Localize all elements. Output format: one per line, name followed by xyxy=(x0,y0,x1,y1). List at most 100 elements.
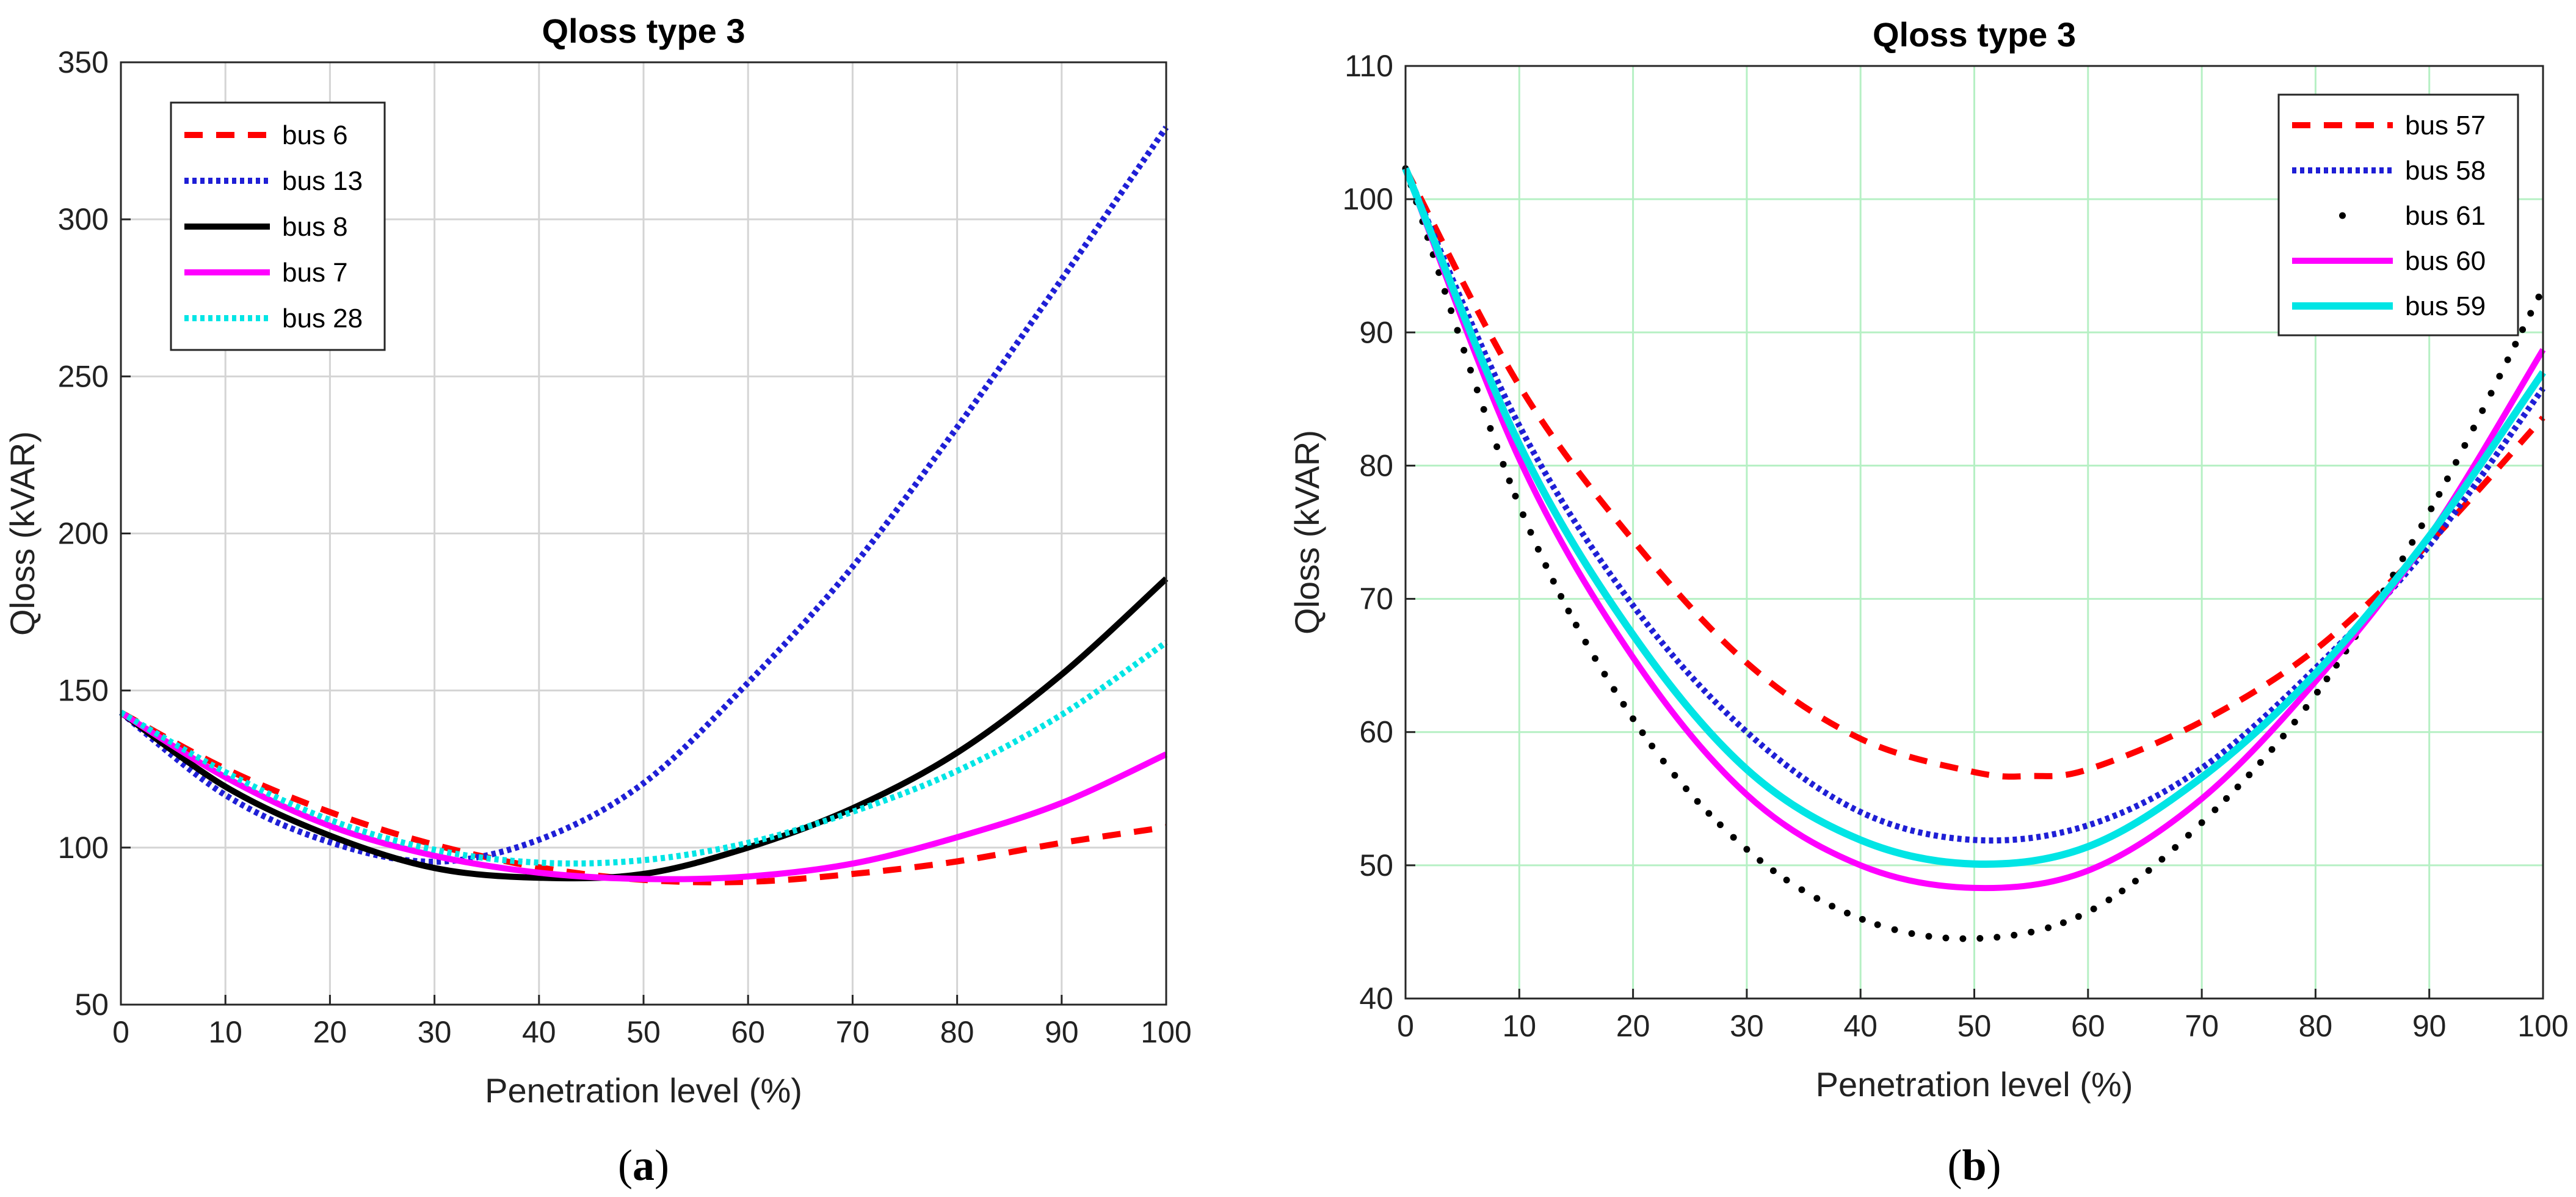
legend-item: bus 13 xyxy=(184,166,363,196)
series-point xyxy=(1473,386,1481,393)
series-point xyxy=(1572,622,1580,629)
panel-caption: (b) xyxy=(1947,1141,2001,1190)
series-line-bus-13 xyxy=(118,125,1169,865)
series-line-bus-59 xyxy=(1402,167,2546,868)
x-tick-label: 0 xyxy=(112,1015,129,1049)
legend-label: bus 7 xyxy=(282,258,348,288)
series-point xyxy=(1565,607,1572,614)
y-tick-label: 80 xyxy=(1359,448,1393,482)
y-tick-label: 40 xyxy=(1359,981,1393,1016)
series-point xyxy=(1542,562,1550,569)
legend-item: bus 8 xyxy=(184,212,348,242)
series-point xyxy=(2045,924,2052,931)
series-point xyxy=(2280,732,2287,740)
series-line-bus-57 xyxy=(1402,167,2545,780)
series-point xyxy=(1976,934,1984,942)
series-point xyxy=(2075,913,2082,920)
series-point xyxy=(1829,903,1836,910)
x-tick-label: 70 xyxy=(836,1015,870,1049)
legend-label: bus 57 xyxy=(2405,111,2486,140)
x-tick-label: 50 xyxy=(626,1015,661,1049)
series-point xyxy=(1694,798,1701,805)
legend-box xyxy=(2277,93,2519,337)
series-point xyxy=(2198,819,2205,826)
x-tick-label: 70 xyxy=(2185,1009,2219,1043)
legend-item: bus 61 xyxy=(2339,201,2486,231)
series-point xyxy=(2011,931,2018,939)
x-tick-label: 0 xyxy=(1397,1009,1414,1043)
series-point xyxy=(2268,746,2276,753)
series-point xyxy=(1798,886,1805,893)
series-point xyxy=(1460,346,1468,354)
series-point xyxy=(1639,729,1646,737)
series-line-bus-7 xyxy=(119,710,1168,882)
legend: bus 6 bus 13 bus 8 bus 7 bus 28 xyxy=(170,101,386,351)
y-tick-label: 50 xyxy=(74,988,109,1022)
series-point xyxy=(2461,442,2469,449)
series-point xyxy=(1630,715,1637,722)
series-point xyxy=(1527,529,1534,536)
caption-letter: b xyxy=(1962,1141,1986,1190)
x-tick-label: 90 xyxy=(1045,1015,1079,1049)
ticks: 0 10 20 30 40 50 60 70 80 90 100 50 100 150 200 250 300 3… xyxy=(58,45,1192,1049)
chart-title: Qloss type 3 xyxy=(542,12,745,50)
series-line-bus-58 xyxy=(1402,167,2546,844)
series-point xyxy=(2234,783,2241,790)
y-tick-label: 70 xyxy=(1359,582,1393,616)
x-axis-label: Penetration level (%) xyxy=(1816,1065,2133,1104)
series-point xyxy=(2496,373,2503,380)
y-tick-label: 100 xyxy=(58,831,109,865)
x-tick-label: 100 xyxy=(1141,1015,1191,1049)
x-tick-label: 20 xyxy=(313,1015,347,1049)
series-point xyxy=(2222,795,2230,802)
legend-label: bus 58 xyxy=(2405,156,2486,186)
caption-open: ( xyxy=(1947,1141,1962,1190)
series-group xyxy=(1402,165,2546,942)
series-point xyxy=(2428,505,2435,512)
series-point xyxy=(2452,459,2459,466)
series-point xyxy=(1743,846,1751,853)
legend-label: bus 59 xyxy=(2405,291,2486,321)
series-point xyxy=(1534,545,1542,553)
series-point xyxy=(2105,897,2113,904)
series-point xyxy=(2132,878,2139,885)
x-tick-label: 50 xyxy=(1957,1009,1992,1043)
series-point xyxy=(1942,934,1950,942)
x-tick-label: 20 xyxy=(1616,1009,1650,1043)
y-tick-label: 50 xyxy=(1359,848,1393,882)
series-point xyxy=(2535,293,2542,300)
series-point xyxy=(1487,424,1494,432)
series-point xyxy=(2479,407,2486,414)
y-tick-label: 200 xyxy=(58,517,109,551)
series-point xyxy=(1757,857,1764,864)
y-tick-label: 350 xyxy=(58,45,109,79)
series-point xyxy=(2090,905,2097,912)
series-point xyxy=(2028,928,2035,936)
series-point xyxy=(1716,821,1724,829)
legend-item: bus 59 xyxy=(2292,291,2486,321)
series-point xyxy=(2145,867,2152,874)
series-point xyxy=(2487,390,2495,397)
series-point xyxy=(1859,915,1866,923)
series-point xyxy=(1520,511,1527,518)
series-point xyxy=(2246,771,2253,779)
legend-item: bus 60 xyxy=(2292,246,2486,276)
series-point xyxy=(1783,876,1790,884)
series-point xyxy=(2519,326,2527,333)
series-point xyxy=(1512,492,1519,500)
legend-label: bus 61 xyxy=(2405,201,2486,231)
series-point xyxy=(2291,718,2298,726)
x-tick-label: 90 xyxy=(2412,1009,2447,1043)
legend-item: bus 58 xyxy=(2292,156,2486,186)
series-point xyxy=(1601,671,1608,678)
series-point xyxy=(1441,288,1448,295)
legend-label: bus 13 xyxy=(282,166,363,196)
series-point xyxy=(1454,327,1461,334)
series-point xyxy=(2444,475,2451,482)
caption-close: ) xyxy=(655,1141,669,1190)
caption-letter: a xyxy=(633,1141,655,1190)
y-tick-label: 250 xyxy=(58,359,109,393)
x-tick-label: 80 xyxy=(940,1015,974,1049)
series-point xyxy=(2172,844,2179,851)
series-point xyxy=(1908,930,1915,937)
